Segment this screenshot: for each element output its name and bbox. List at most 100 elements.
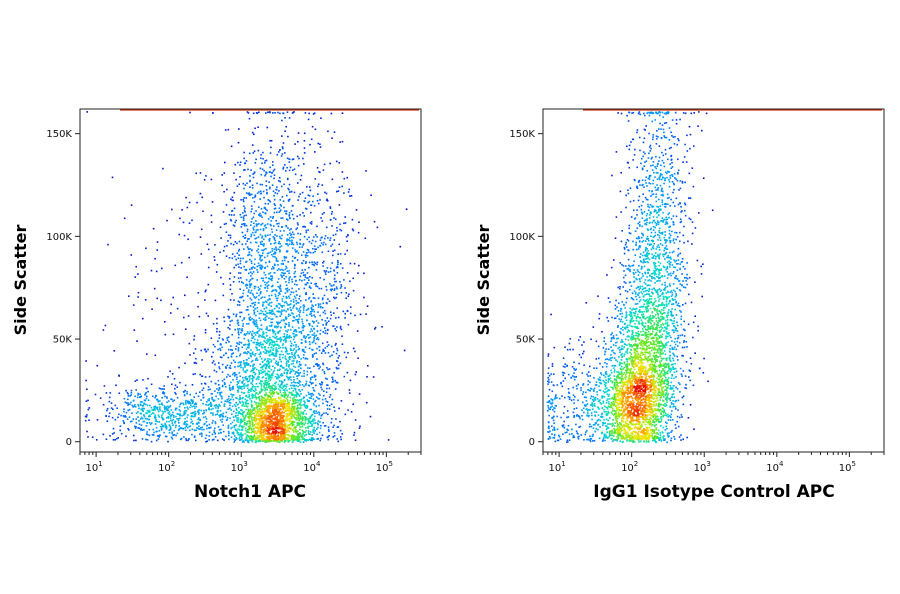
event-dot [254, 285, 257, 288]
event-dot [238, 240, 241, 243]
event-dot [305, 291, 307, 294]
event-dot [350, 195, 353, 197]
event-dot [272, 384, 274, 387]
event-dot [197, 421, 200, 424]
event-dot [281, 417, 284, 420]
event-dot [260, 328, 263, 331]
event-dot [234, 221, 236, 224]
event-dot [290, 391, 292, 394]
event-dot [262, 158, 264, 160]
event-dot [351, 218, 354, 221]
event-dot [270, 294, 273, 297]
event-dot [118, 392, 121, 394]
event-dot [305, 283, 308, 286]
event-dot [227, 398, 230, 400]
event-dot [204, 290, 207, 293]
event-dot [255, 414, 258, 416]
event-dot [279, 293, 281, 295]
event-dot [313, 328, 315, 330]
event-dot [154, 406, 156, 409]
event-dot [241, 295, 244, 298]
event-dot [198, 418, 201, 421]
event-dot [299, 398, 301, 401]
event-dot [240, 329, 243, 331]
event-dot [218, 367, 221, 370]
event-dot [320, 437, 322, 440]
event-dot [126, 391, 129, 394]
event-dot [281, 226, 283, 228]
event-dot [266, 285, 268, 288]
event-dot [262, 343, 264, 345]
event-dot [250, 401, 253, 403]
event-dot [248, 413, 250, 416]
event-dot [305, 440, 307, 442]
event-dot [259, 233, 262, 236]
event-dot [311, 310, 313, 312]
event-dot [229, 364, 232, 367]
event-dot [275, 440, 278, 443]
event-dot [283, 255, 286, 258]
event-dot [298, 389, 300, 391]
event-dot [198, 428, 201, 430]
event-dot [339, 325, 342, 328]
event-dot [229, 237, 232, 239]
event-dot [296, 424, 299, 427]
event-dot [255, 383, 258, 385]
event-dot [354, 419, 357, 421]
event-dot [353, 262, 356, 265]
event-dot [252, 394, 255, 396]
event-dot [245, 376, 247, 378]
event-dot [85, 360, 87, 362]
event-dot [270, 310, 272, 312]
event-dot [260, 428, 263, 431]
event-dot [251, 422, 254, 425]
event-dot [217, 379, 220, 382]
event-dot [264, 389, 266, 392]
event-dot [193, 411, 195, 414]
event-dot [239, 364, 242, 367]
event-dot [232, 379, 234, 381]
event-dot [256, 307, 259, 309]
event-dot [339, 327, 342, 329]
event-dot [264, 399, 266, 402]
event-dot [302, 404, 304, 406]
event-dot [352, 229, 355, 232]
event-dot [279, 269, 282, 271]
event-dot [285, 403, 288, 406]
event-dot [152, 412, 155, 415]
event-dot [219, 405, 221, 407]
event-dot [237, 417, 240, 419]
event-dot [260, 388, 262, 390]
event-dot [228, 395, 230, 398]
event-dot [228, 317, 230, 319]
event-dot [324, 332, 326, 334]
event-dot [263, 271, 265, 274]
event-dot [227, 356, 230, 359]
event-dot [265, 406, 267, 408]
event-dot [305, 261, 307, 263]
event-dot [235, 429, 237, 432]
event-dot [231, 293, 233, 295]
event-dot [358, 427, 361, 429]
event-dot [214, 382, 217, 385]
event-dot [230, 348, 232, 351]
event-dot [358, 221, 360, 223]
event-dot [157, 409, 159, 411]
event-dot [175, 407, 177, 410]
event-dot [299, 381, 302, 383]
event-dot [271, 386, 273, 389]
event-dot [346, 309, 349, 312]
event-dot [262, 430, 265, 433]
event-dot [317, 142, 319, 145]
event-dot [274, 438, 276, 441]
event-dot [290, 384, 292, 387]
event-dot [229, 375, 231, 377]
event-dot [234, 348, 237, 350]
event-dot [174, 426, 177, 429]
event-dot [304, 434, 307, 436]
event-dot [344, 287, 346, 289]
event-dot [226, 400, 228, 403]
event-dot [322, 311, 325, 314]
event-dot [141, 407, 144, 410]
event-dot [259, 228, 262, 231]
